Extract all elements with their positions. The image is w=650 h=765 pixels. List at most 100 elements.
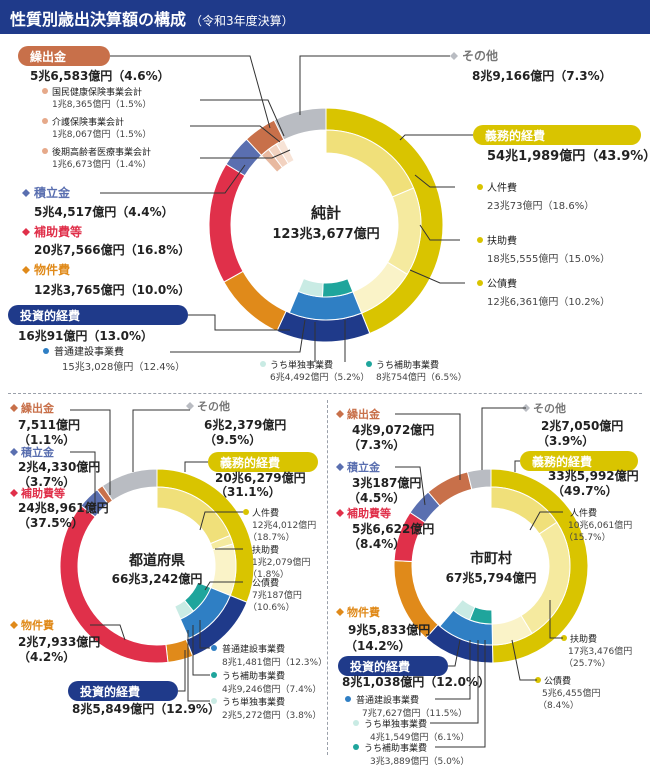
transfer-sub-marker bbox=[42, 118, 48, 124]
pref-label-reserve: 積立金 bbox=[20, 445, 55, 459]
total-label-investment-pill: 投資的経費 bbox=[8, 305, 188, 325]
leader-line bbox=[188, 314, 290, 331]
muni-transfer-marker bbox=[336, 410, 344, 418]
leader-line bbox=[481, 407, 526, 470]
total-inv-single-name: うち単独事業費 bbox=[270, 359, 333, 371]
transfer-sub-amount: 1兆8,365億円（1.5%） bbox=[52, 98, 151, 110]
muni-subsidy-marker bbox=[336, 509, 344, 517]
muni-pct-subsidy: （8.4%） bbox=[348, 536, 405, 551]
muni-inner-investment-sub-1 bbox=[452, 598, 476, 621]
muni-inv-sub-name: うち補助事業費 bbox=[364, 742, 427, 754]
muni-label-mandatory-pill: 義務的経費 bbox=[520, 451, 638, 471]
muni-pct-transfer: （7.3%） bbox=[348, 437, 405, 452]
muni-materials-marker bbox=[336, 608, 344, 616]
pref-mandatory-sub-pct: （1.8%） bbox=[248, 569, 289, 580]
pref-materials-marker bbox=[10, 621, 18, 629]
pref-mandatory-sub-marker bbox=[243, 546, 249, 552]
leader-line bbox=[178, 650, 186, 692]
inv-subsidized-marker bbox=[366, 361, 372, 367]
total-label-subsidy: 補助費等 bbox=[33, 224, 82, 239]
muni-inv-sub-amount: 3兆3,889億円（5.0%） bbox=[370, 755, 469, 765]
total-inv-single-amount: 6兆4,492億円（5.2%） bbox=[270, 371, 369, 383]
pref-mandatory-sub-amount: 7兆187億円 bbox=[252, 589, 302, 601]
muni-amount-subsidy: 5兆6,622億円 bbox=[352, 521, 434, 536]
muni-amount-transfer: 4兆9,072億円 bbox=[352, 422, 434, 437]
pref-inner-investment-sub-1 bbox=[174, 599, 195, 620]
pref-mandatory-sub-amount: 12兆4,012億円 bbox=[252, 519, 316, 531]
muni-label-reserve: 積立金 bbox=[346, 460, 381, 474]
muni-mandatory-sub-amount: 5兆6,455億円 bbox=[542, 687, 601, 699]
muni-pct-other: （3.9%） bbox=[537, 433, 594, 448]
vertical-divider bbox=[327, 400, 328, 755]
donut-charts: 純計123兆3,677億円繰出金5兆6,583億円（4.6%）国民健康保険事業会… bbox=[8, 46, 650, 765]
muni-mandatory-sub-amount: 10兆6,061億円 bbox=[568, 519, 632, 531]
leader-line bbox=[395, 466, 426, 506]
transfer-sub-marker bbox=[42, 88, 48, 94]
pref-inv-sub-marker bbox=[211, 672, 217, 678]
muni-pct-reserve: （4.5%） bbox=[348, 490, 405, 505]
pref-pct-mandatory: （31.1%） bbox=[215, 484, 281, 499]
total-amount-reserve: 5兆4,517億円（4.4%） bbox=[34, 204, 174, 219]
muni-mandatory-sub-pct: （25.7%） bbox=[564, 658, 611, 669]
muni-amount-investment: 8兆1,038億円（12.0%） bbox=[342, 674, 490, 689]
leader-line bbox=[199, 511, 243, 531]
muni-amount-other: 2兆7,050億円 bbox=[541, 418, 623, 433]
horizontal-divider bbox=[8, 393, 642, 394]
leader-line bbox=[514, 460, 520, 472]
muni-mandatory-sub-amount: 17兆3,476億円 bbox=[568, 645, 632, 657]
header-bar: 性質別歳出決算額の構成 （令和3年度決算） bbox=[0, 0, 650, 34]
total-inner-investment-sub-1 bbox=[297, 277, 324, 298]
total-mandatory-sub-amount: 23兆73億円（18.6%） bbox=[487, 199, 594, 212]
total-mandatory-sub-name: 人件費 bbox=[487, 181, 517, 194]
leader-line bbox=[100, 164, 246, 194]
total-center-name: 純計 bbox=[311, 204, 341, 222]
transfer-sub-amount: 1兆8,067億円（1.5%） bbox=[52, 128, 151, 140]
pref-pct-reserve: （3.7%） bbox=[18, 474, 75, 489]
total-inv-general-amount: 15兆3,028億円（12.4%） bbox=[62, 360, 185, 373]
total-amount-investment: 16兆91億円（13.0%） bbox=[18, 328, 153, 343]
transfer-sub-name: 後期高齢者医療事業会計 bbox=[52, 146, 151, 158]
pref-amount-other: 6兆2,379億円 bbox=[204, 417, 286, 432]
page-subtitle: （令和3年度決算） bbox=[190, 14, 294, 28]
leader-line bbox=[419, 224, 460, 241]
muni-label-transfer: 繰出金 bbox=[347, 407, 381, 421]
muni-mandatory-sub-pct: （8.4%） bbox=[538, 700, 579, 711]
inv-general-marker bbox=[43, 348, 49, 354]
leader-line bbox=[132, 409, 190, 472]
leader-line bbox=[110, 55, 271, 129]
leader-line bbox=[204, 581, 243, 591]
total-amount-other: 8兆9,166億円（7.3%） bbox=[472, 68, 612, 83]
leader-line bbox=[170, 319, 306, 353]
pref-label-investment-pill: 投資的経費 bbox=[68, 681, 178, 701]
pref-pct-subsidy: （37.5%） bbox=[18, 515, 84, 530]
muni-mandatory-sub-name: 扶助費 bbox=[570, 633, 597, 645]
muni-inv-sub-name: 普通建設事業費 bbox=[356, 694, 419, 706]
pref-mandatory-sub-name: 扶助費 bbox=[252, 544, 279, 556]
pref-mandatory-sub-name: 公債費 bbox=[252, 577, 279, 589]
pref-mandatory-sub-pct: （18.7%） bbox=[248, 532, 295, 543]
muni-label-subsidy: 補助費等 bbox=[346, 506, 391, 520]
page-title: 性質別歳出決算額の構成 （令和3年度決算） bbox=[10, 10, 294, 29]
pref-center-amount: 66兆3,242億円 bbox=[112, 571, 203, 586]
total-label-other: その他 bbox=[462, 48, 498, 63]
leader-line bbox=[299, 55, 450, 115]
total-amount-transfer: 5兆6,583億円（4.6%） bbox=[30, 68, 170, 83]
pref-label-materials: 物件費 bbox=[21, 618, 54, 632]
mandatory-sub-marker bbox=[477, 237, 483, 243]
muni-inv-sub-name: うち単独事業費 bbox=[364, 718, 427, 730]
pref-mandatory-sub-name: 人件費 bbox=[252, 507, 279, 519]
muni-label-other: その他 bbox=[533, 401, 566, 415]
leader-line bbox=[190, 125, 281, 143]
pref-amount-transfer: 7,511億円 bbox=[18, 417, 80, 432]
inv-single-marker bbox=[260, 361, 266, 367]
total-slice-2 bbox=[223, 270, 287, 332]
total-label-mandatory-pill: 義務的経費 bbox=[473, 125, 641, 145]
pref-pct-transfer: （1.1%） bbox=[18, 432, 75, 447]
muni-center-name: 市町村 bbox=[470, 550, 512, 567]
pref-amount-investment: 8兆5,849億円（12.9%） bbox=[72, 701, 220, 716]
leader-line bbox=[187, 630, 210, 702]
leader-line bbox=[399, 134, 473, 141]
mandatory-sub-marker bbox=[477, 280, 483, 286]
muni-mandatory-sub-pct: （15.7%） bbox=[564, 532, 611, 543]
pref-subsidy-marker bbox=[10, 489, 18, 497]
